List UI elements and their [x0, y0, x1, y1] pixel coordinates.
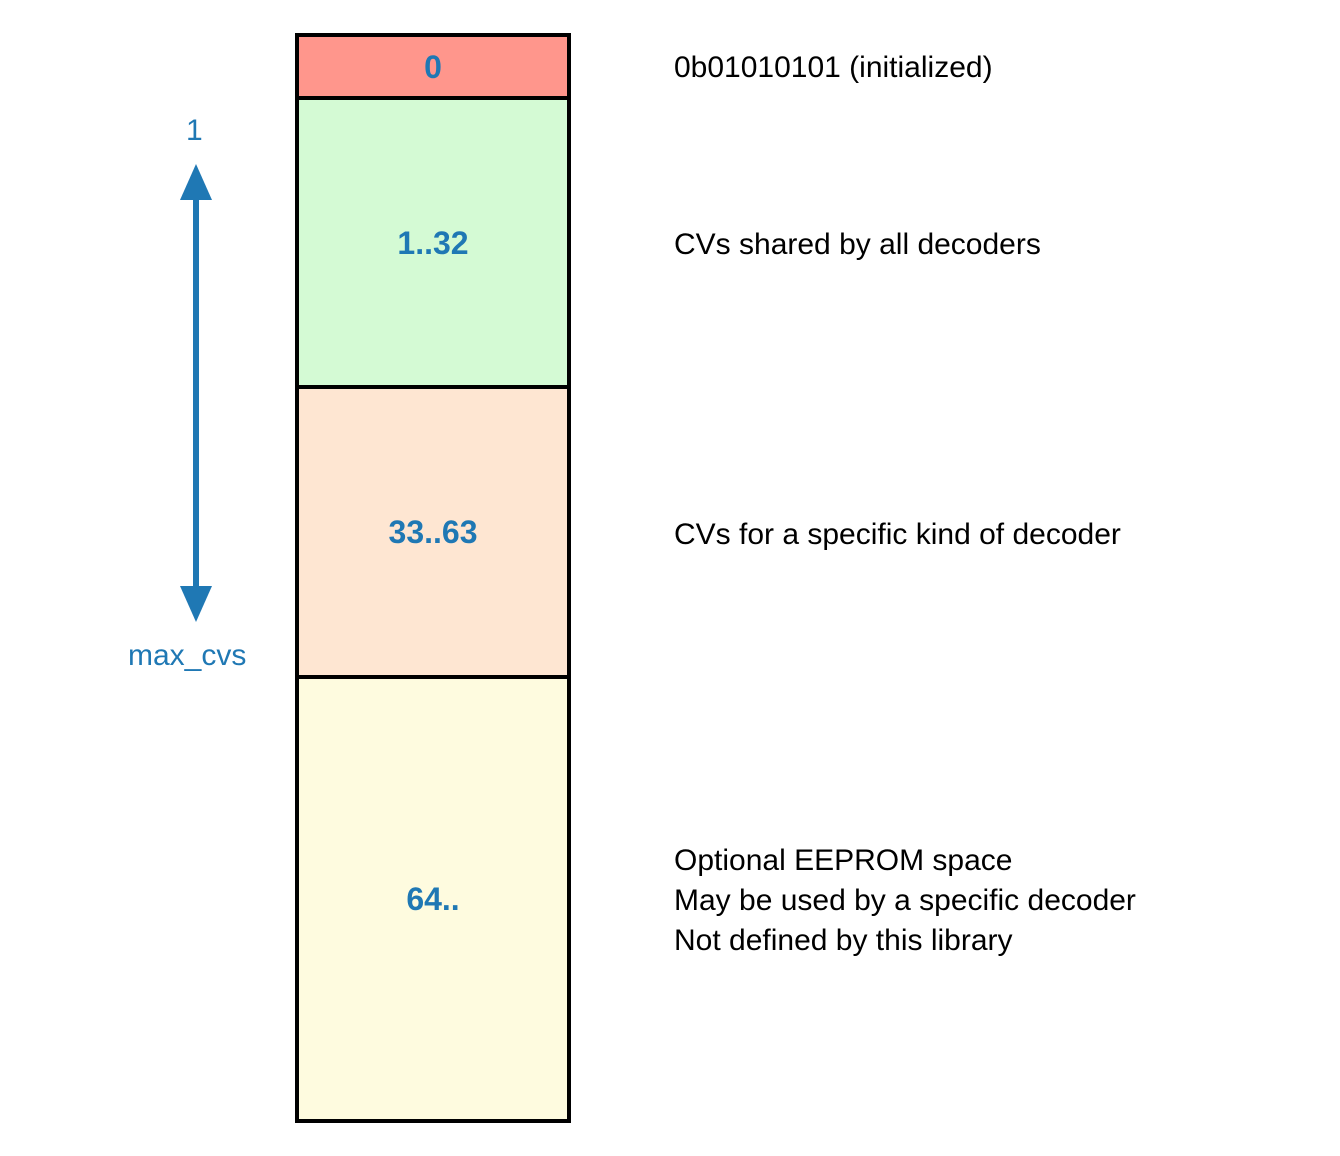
cv-block-1-32-label: 1..32: [397, 224, 469, 261]
range-end-label: max_cvs: [128, 639, 247, 672]
range-start-label: 1: [186, 114, 203, 147]
description-line: May be used by a specific decoder: [674, 884, 1136, 917]
description-line: CVs shared by all decoders: [674, 228, 1041, 261]
cv-block-0-label: 0: [424, 48, 442, 85]
arrow-shaft: [193, 198, 199, 588]
cv-block-33-63-label: 33..63: [388, 514, 478, 550]
description-line: Not defined by this library: [674, 924, 1013, 957]
cv-block-64-plus: 64..: [295, 675, 571, 1123]
description-shared-cvs: CVs shared by all decoders: [674, 225, 1041, 265]
description-line: Optional EEPROM space: [674, 844, 1013, 877]
cv-block-33-63: 33..63: [295, 385, 571, 679]
double-arrow-icon: [180, 164, 212, 622]
arrow-head-up: [180, 164, 212, 200]
description-specific-cvs: CVs for a specific kind of decoder: [674, 515, 1121, 555]
description-line: 0b01010101 (initialized): [674, 51, 993, 84]
description-line: CVs for a specific kind of decoder: [674, 518, 1121, 551]
cv-block-64-plus-label: 64..: [406, 881, 460, 917]
cv-block-0: 0: [295, 33, 571, 100]
description-initialized: 0b01010101 (initialized): [674, 48, 993, 88]
arrow-head-down: [180, 586, 212, 622]
cv-memory-stack: 0 1..32 33..63 64..: [295, 33, 571, 1123]
cv-block-1-32: 1..32: [295, 96, 571, 389]
description-optional-eeprom: Optional EEPROM space May be used by a s…: [674, 841, 1136, 961]
